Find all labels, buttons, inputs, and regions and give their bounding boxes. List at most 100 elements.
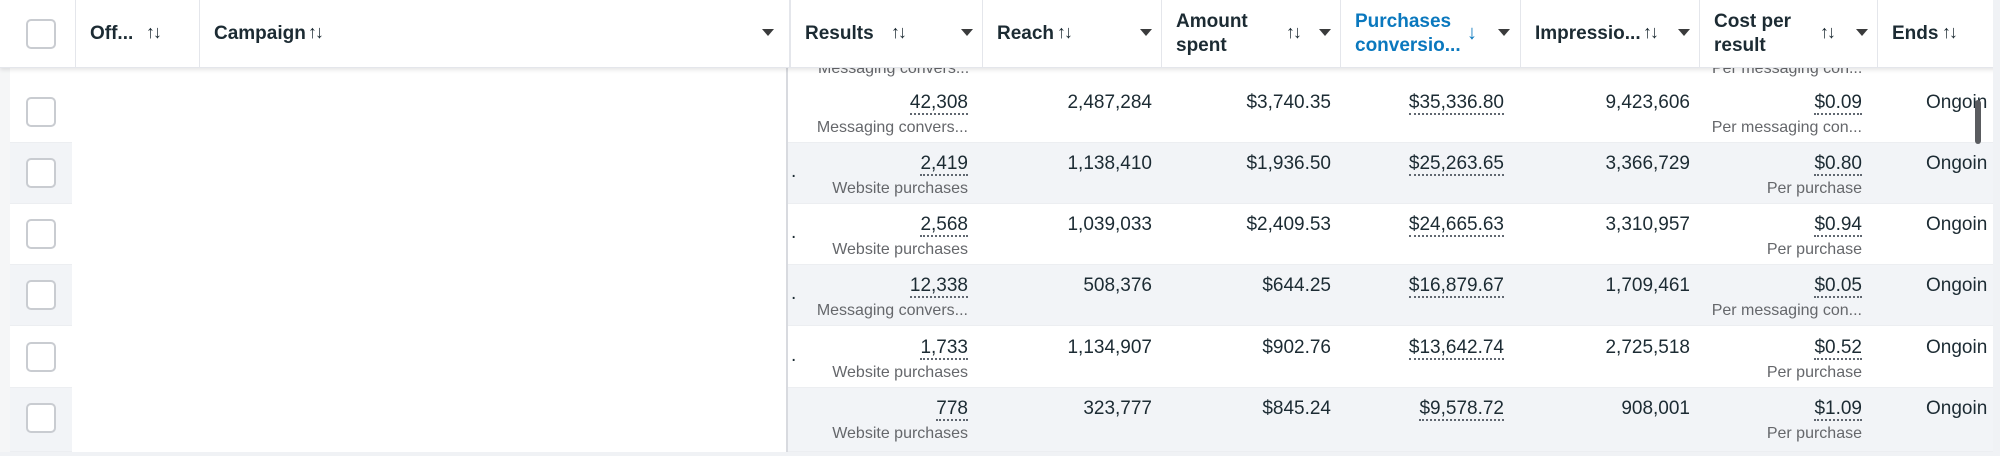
column-header-purchases[interactable]: Purchases conversio... ↓ (1341, 0, 1521, 68)
column-header-impressions[interactable]: Impressio... ↑↓ (1521, 0, 1700, 68)
chevron-down-icon[interactable] (762, 29, 774, 36)
ends-value: Ongoin (1926, 153, 1988, 174)
select-all-checkbox[interactable] (26, 19, 56, 49)
cost-per-result-value[interactable]: $1.09 (1814, 398, 1862, 421)
cost-per-result-type: Per purchase (1766, 241, 1862, 258)
ends-value: Ongoin (1926, 92, 1988, 113)
results-type: Website purchases (832, 241, 968, 258)
impressions-value: 3,310,957 (1605, 214, 1690, 235)
ends-value: Ongoin (1926, 275, 1988, 296)
sort-icon[interactable]: ↑↓ (1057, 22, 1073, 42)
results-value[interactable]: 42,308 (909, 92, 968, 115)
results-value[interactable]: 2,419 (920, 153, 968, 176)
reach-value: 323,777 (1083, 398, 1152, 419)
table-row[interactable]: . 1,733 Website purchases 1,134,907 $902… (0, 327, 2000, 388)
cost-per-result-value[interactable]: $0.52 (1814, 337, 1862, 360)
chevron-down-icon[interactable] (1678, 29, 1690, 36)
column-header-cost-per-result[interactable]: Cost per result ↑↓ (1700, 0, 1878, 68)
amount-spent-label: Amount spent (1176, 11, 1248, 56)
column-header-ends[interactable]: Ends ↑↓ (1878, 0, 2000, 68)
cost-per-result-type: Per purchase (1766, 425, 1862, 442)
off-label: Off... (90, 23, 134, 44)
reach-label: Reach (997, 23, 1055, 44)
row-checkbox[interactable] (26, 342, 56, 372)
results-label: Results (805, 23, 874, 44)
reach-value: 2,487,284 (1067, 92, 1152, 113)
table-row[interactable]: 42,308 Messaging convers... 2,487,284 $3… (0, 82, 2000, 143)
chevron-down-icon[interactable] (1319, 29, 1331, 36)
purchases-value[interactable]: $24,665.63 (1408, 214, 1504, 237)
truncated-mark: . (791, 283, 797, 304)
purchases-value[interactable]: $35,336.80 (1408, 92, 1504, 115)
reach-value: 1,138,410 (1067, 153, 1152, 174)
cost-per-result-value[interactable]: $0.94 (1814, 214, 1862, 237)
ends-label: Ends (1892, 23, 1939, 44)
ends-value: Ongoin (1926, 337, 1988, 358)
row-checkbox[interactable] (26, 403, 56, 433)
sort-icon[interactable]: ↑↓ (146, 22, 162, 42)
chevron-down-icon[interactable] (1856, 29, 1868, 36)
row-checkbox[interactable] (26, 158, 56, 188)
impressions-value: 2,725,518 (1605, 337, 1690, 358)
results-type: Messaging convers... (816, 302, 968, 319)
cost-per-result-label: Cost per result (1714, 11, 1792, 56)
sort-desc-icon[interactable]: ↓ (1467, 22, 1477, 44)
row-checkbox[interactable] (26, 97, 56, 127)
row-checkbox[interactable] (26, 219, 56, 249)
purchases-value[interactable]: $16,879.67 (1408, 275, 1504, 298)
row-checkbox[interactable] (26, 280, 56, 310)
results-value[interactable]: 1,733 (920, 337, 968, 360)
truncated-mark: . (791, 345, 797, 366)
column-header-off[interactable]: Off... ↑↓ (76, 0, 200, 68)
cost-per-result-type: Per purchase (1766, 180, 1862, 197)
chevron-down-icon[interactable] (961, 29, 973, 36)
right-edge (1993, 0, 2000, 456)
purchases-value[interactable]: $25,263.65 (1408, 153, 1504, 176)
truncated-mark: . (791, 161, 797, 182)
ends-value: Ongoin (1926, 214, 1988, 235)
cost-per-result-type: Per purchase (1766, 364, 1862, 381)
bottom-edge (0, 452, 2000, 456)
column-header-results[interactable]: Results ↑↓ (790, 0, 983, 68)
impressions-value: 3,366,729 (1605, 153, 1690, 174)
purchases-value[interactable]: $9,578.72 (1419, 398, 1504, 421)
sort-icon[interactable]: ↑↓ (1820, 22, 1836, 42)
purchases-value[interactable]: $13,642.74 (1408, 337, 1504, 360)
cost-per-result-type: Per messaging con... (1711, 119, 1862, 136)
amount-spent-value: $2,409.53 (1246, 214, 1331, 235)
results-value[interactable]: 2,568 (920, 214, 968, 237)
sort-icon[interactable]: ↑↓ (1286, 22, 1302, 42)
results-type: Website purchases (832, 425, 968, 442)
amount-spent-value: $902.76 (1262, 337, 1331, 358)
chevron-down-icon[interactable] (1498, 29, 1510, 36)
impressions-value: 1,709,461 (1605, 275, 1690, 296)
amount-spent-value: $845.24 (1262, 398, 1331, 419)
sort-icon[interactable]: ↑↓ (1643, 22, 1659, 42)
vertical-scrollbar[interactable] (1975, 100, 1981, 144)
impressions-label: Impressio... (1535, 23, 1641, 44)
table-row[interactable]: . 2,568 Website purchases 1,039,033 $2,4… (0, 204, 2000, 265)
cost-per-result-type: Per messaging con... (1711, 302, 1862, 319)
chevron-down-icon[interactable] (1140, 29, 1152, 36)
select-all-cell (0, 0, 76, 68)
amount-spent-value: $1,936.50 (1246, 153, 1331, 174)
results-type: Messaging convers... (816, 119, 968, 136)
campaign-label: Campaign (214, 23, 306, 44)
sort-icon[interactable]: ↑↓ (308, 22, 324, 42)
sort-icon[interactable]: ↑↓ (1942, 22, 1958, 42)
cost-per-result-value[interactable]: $0.05 (1814, 275, 1862, 298)
cost-per-result-value[interactable]: $0.09 (1814, 92, 1862, 115)
column-header-reach[interactable]: Reach ↑↓ (983, 0, 1162, 68)
purchases-label: Purchases conversio... (1355, 11, 1461, 56)
cost-per-result-value[interactable]: $0.80 (1814, 153, 1862, 176)
impressions-value: 908,001 (1621, 398, 1690, 419)
results-value[interactable]: 12,338 (909, 275, 968, 298)
results-value[interactable]: 778 (936, 398, 968, 421)
reach-value: 1,039,033 (1067, 214, 1152, 235)
truncated-mark: . (791, 222, 797, 243)
reach-value: 508,376 (1083, 275, 1152, 296)
column-header-amount-spent[interactable]: Amount spent ↑↓ (1162, 0, 1341, 68)
column-header-campaign[interactable]: Campaign ↑↓ (200, 0, 790, 68)
sort-icon[interactable]: ↑↓ (891, 22, 907, 42)
